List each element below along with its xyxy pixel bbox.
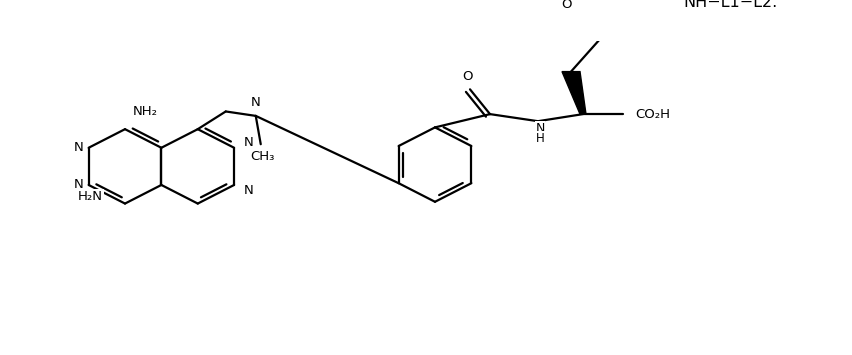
Text: N: N	[245, 136, 254, 149]
Text: N: N	[74, 179, 83, 191]
Text: N: N	[250, 96, 261, 109]
Text: N: N	[535, 122, 544, 135]
Text: H₂N: H₂N	[78, 190, 103, 203]
Text: NH₂: NH₂	[133, 105, 158, 118]
Text: CO₂H: CO₂H	[636, 108, 671, 121]
Text: N: N	[245, 184, 254, 197]
Text: N: N	[74, 141, 83, 154]
Text: CH₃: CH₃	[250, 150, 275, 163]
Text: O: O	[463, 70, 473, 83]
Text: H: H	[536, 131, 544, 144]
Text: O: O	[561, 0, 573, 11]
Polygon shape	[562, 72, 586, 114]
Text: NH−L1−L2.: NH−L1−L2.	[684, 0, 778, 10]
